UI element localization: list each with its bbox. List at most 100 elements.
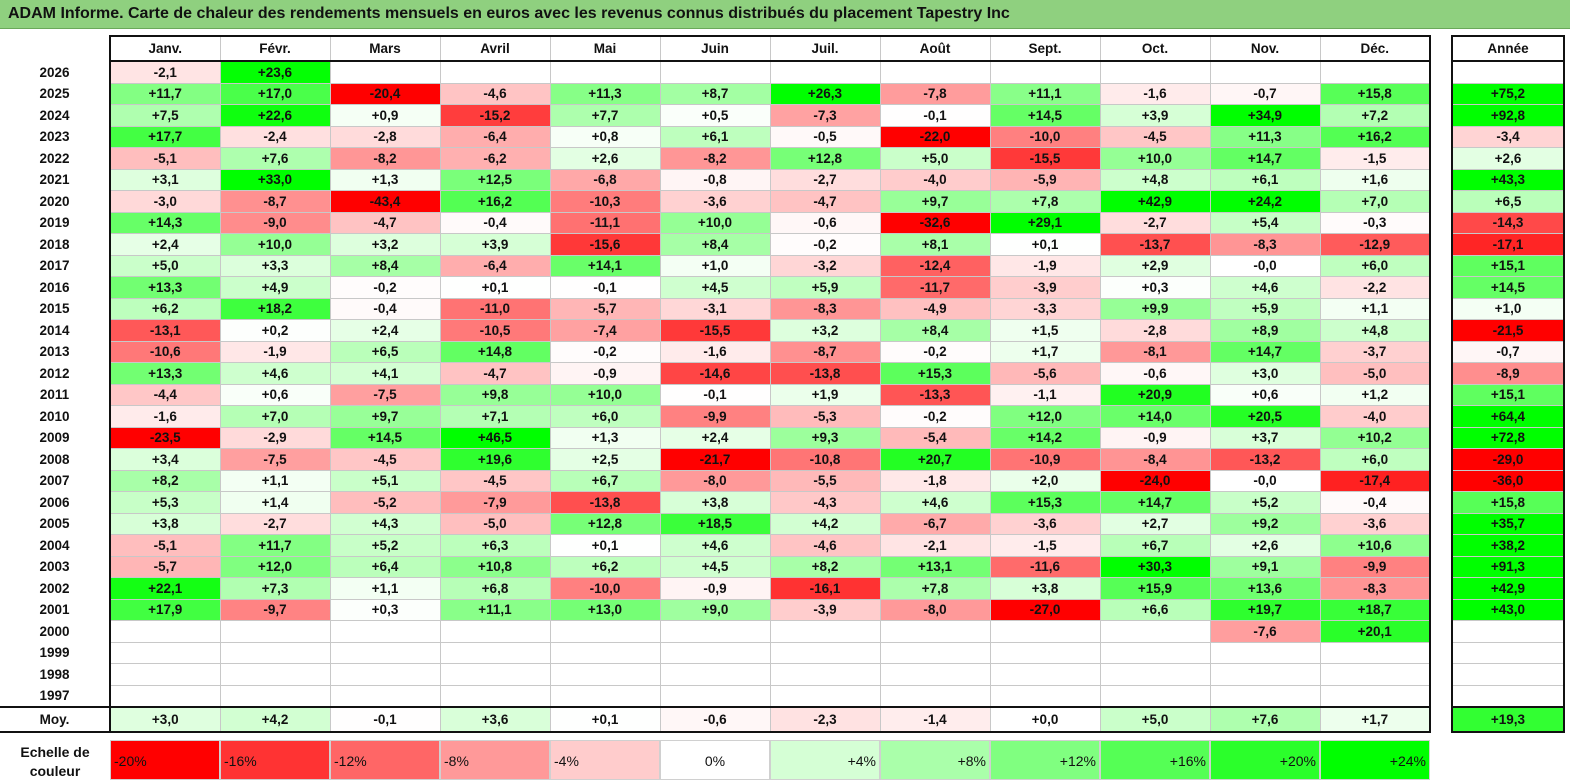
heatmap-cell	[879, 620, 991, 643]
year-label: 2025	[39, 86, 70, 102]
annual-cell: +42,9	[1451, 577, 1565, 600]
annual-row	[1451, 60, 1565, 84]
heatmap-cell: -10,8	[769, 448, 881, 471]
heatmap-cell: -1,8	[879, 469, 991, 492]
heatmap-cell: -0,8	[659, 168, 771, 191]
heatmap-cell: +2,4	[109, 233, 221, 256]
year-row: 2025 +11,7 +17,0 -20,4 -4,6 +11,3 +8,7 +26,3 -7,…	[0, 82, 1431, 105]
heatmap-cell: -10,0	[989, 125, 1101, 148]
heatmap-cell: +6,2	[549, 555, 661, 578]
annual-row: +15,1	[1451, 254, 1565, 277]
heatmap-cell: -5,6	[989, 362, 1101, 385]
heatmap-cell: -8,3	[1319, 577, 1431, 600]
heatmap-cell: -3,9	[769, 598, 881, 621]
heatmap-cell: +3,0	[1209, 362, 1321, 385]
heatmap-cell: -8,3	[769, 297, 881, 320]
heatmap-cell	[1099, 641, 1211, 664]
heatmap-cell: -7,8	[879, 82, 991, 105]
heatmap-cell: +23,6	[219, 60, 331, 84]
heatmap-cell: +5,0	[879, 147, 991, 170]
year-label: 2003	[39, 559, 70, 575]
year-row: 2010 -1,6 +7,0 +9,7 +7,1 +6,0 -9,9 -5,3 -0,2 +12,…	[0, 405, 1431, 428]
heatmap-cell: +2,6	[1209, 534, 1321, 557]
heatmap-cell: +4,2	[769, 512, 881, 535]
heatmap-cell	[1099, 663, 1211, 686]
heatmap-cell: -13,8	[769, 362, 881, 385]
heatmap-cell	[329, 620, 441, 643]
heatmap-cell: +3,8	[659, 491, 771, 514]
month-header: Déc.	[1319, 35, 1431, 62]
heatmap-cell: -2,3	[769, 706, 881, 733]
heatmap-cell: -4,6	[769, 534, 881, 557]
legend-swatch: +16%	[1100, 740, 1210, 780]
heatmap-cell: +9,1	[1209, 555, 1321, 578]
heatmap-cell: -2,2	[1319, 276, 1431, 299]
heatmap-cell: -0,9	[659, 577, 771, 600]
heatmap-cell: +10,0	[219, 233, 331, 256]
heatmap-cell: +7,6	[219, 147, 331, 170]
year-row: 2000 -7,6 +20,1	[0, 620, 1431, 643]
heatmap-cell: -27,0	[989, 598, 1101, 621]
heatmap-cell: +11,7	[219, 534, 331, 557]
heatmap-cell	[549, 684, 661, 708]
heatmap-cell: +16,2	[1319, 125, 1431, 148]
heatmap-cell: +5,4	[1209, 211, 1321, 234]
heatmap-cell: +0,6	[1209, 383, 1321, 406]
heatmap-cell: -7,5	[219, 448, 331, 471]
heatmap-cell: +14,1	[549, 254, 661, 277]
heatmap-cell: -0,6	[1099, 362, 1211, 385]
heatmap-cell: -0,4	[439, 211, 551, 234]
heatmap-cell: -22,0	[879, 125, 991, 148]
heatmap-cell	[989, 641, 1101, 664]
heatmap-cell	[329, 684, 441, 708]
heatmap-cell: -10,0	[549, 577, 661, 600]
heatmap-cell: -2,7	[1099, 211, 1211, 234]
heatmap-cell: -3,6	[659, 190, 771, 213]
heatmap-cell: -5,0	[439, 512, 551, 535]
heatmap-cell	[219, 641, 331, 664]
heatmap-cell	[219, 684, 331, 708]
year-row: 2013 -10,6 -1,9 +6,5 +14,8 -0,2 -1,6 -8,7 -0,2 +1…	[0, 340, 1431, 363]
heatmap-cell: -1,9	[989, 254, 1101, 277]
heatmap-cell: +2,4	[329, 319, 441, 342]
heatmap-cell: +30,3	[1099, 555, 1211, 578]
annual-cell: +91,3	[1451, 555, 1565, 578]
heatmap-cell: -14,6	[659, 362, 771, 385]
heatmap-cell: +11,3	[549, 82, 661, 105]
heatmap-cell: +0,1	[549, 706, 661, 733]
heatmap-cell: +11,1	[439, 598, 551, 621]
heatmap-cell	[439, 620, 551, 643]
heatmap-cell: -0,7	[1209, 82, 1321, 105]
heatmap-cell: +14,2	[989, 426, 1101, 449]
heatmap-cell: -5,0	[1319, 362, 1431, 385]
heatmap-cell: -0,6	[769, 211, 881, 234]
heatmap-cell: +3,3	[219, 254, 331, 277]
legend-swatch: +4%	[770, 740, 880, 780]
heatmap-cell: -5,1	[109, 534, 221, 557]
legend-swatch: -16%	[220, 740, 330, 780]
month-header: Févr.	[219, 35, 331, 62]
legend-swatch: +12%	[990, 740, 1100, 780]
heatmap-cell: -0,2	[879, 405, 991, 428]
year-label: 2002	[39, 580, 70, 596]
heatmap-cell: +9,9	[1099, 297, 1211, 320]
heatmap-cell: +4,1	[329, 362, 441, 385]
heatmap-cell: -0,5	[769, 125, 881, 148]
month-header: Oct.	[1099, 35, 1211, 62]
annual-cell: +14,5	[1451, 276, 1565, 299]
heatmap-cell: +6,3	[439, 534, 551, 557]
heatmap-cell: +0,1	[549, 534, 661, 557]
heatmap-cell: +13,6	[1209, 577, 1321, 600]
heatmap-cell: +9,7	[879, 190, 991, 213]
heatmap-cell: +0,5	[659, 104, 771, 127]
heatmap-cell: -3,0	[109, 190, 221, 213]
heatmap-cell: +6,4	[329, 555, 441, 578]
heatmap-cell: +1,1	[219, 469, 331, 492]
month-header: Nov.	[1209, 35, 1321, 62]
annual-cell: +38,2	[1451, 534, 1565, 557]
annual-cell	[1451, 620, 1565, 643]
heatmap-cell: -6,2	[439, 147, 551, 170]
heatmap-cell: +3,2	[769, 319, 881, 342]
heatmap-cell: +4,5	[659, 276, 771, 299]
heatmap-cell: -20,4	[329, 82, 441, 105]
